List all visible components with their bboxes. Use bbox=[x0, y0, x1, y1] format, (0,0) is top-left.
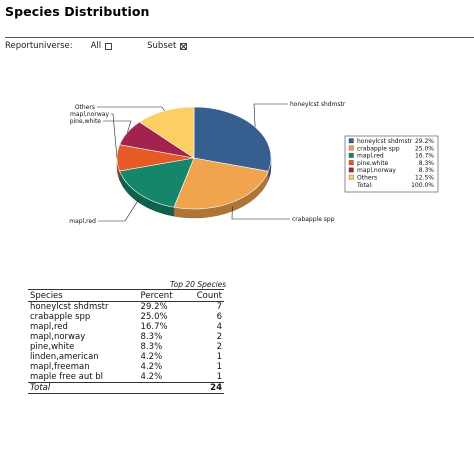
legend-value: 12.5% bbox=[415, 175, 434, 182]
table-row: crabapple spp 25.0% 6 bbox=[28, 312, 224, 322]
legend-value: 29.2% bbox=[415, 138, 434, 145]
legend-box bbox=[344, 135, 439, 193]
all-checkbox[interactable] bbox=[105, 42, 113, 50]
table-caption: Top 20 Species bbox=[170, 280, 227, 289]
all-label: All bbox=[90, 41, 102, 51]
slice-label: Others bbox=[75, 104, 95, 111]
species-cell: crabapple spp bbox=[30, 312, 91, 322]
percent-cell: 25.0% bbox=[140, 312, 168, 322]
pie-leader-lines bbox=[97, 103, 290, 222]
legend-swatch bbox=[348, 160, 354, 166]
legend-value: 16.7% bbox=[415, 153, 434, 160]
species-cell: pine,white bbox=[30, 342, 75, 352]
table-row: mapl,red 16.7% 4 bbox=[28, 322, 224, 332]
species-table: Species Percent Count honeylcst shdmstr 2… bbox=[28, 289, 224, 394]
percent-cell: 8.3% bbox=[140, 342, 163, 352]
subset-label: Subset bbox=[147, 41, 177, 51]
slice-label: pine,white bbox=[70, 118, 102, 125]
page-title: Species Distribution bbox=[5, 4, 150, 19]
legend-label: crabapple spp bbox=[357, 145, 400, 152]
legend-label: mapl,norway bbox=[357, 167, 396, 174]
species-cell: mapl,freeman bbox=[30, 362, 90, 372]
slice-label: honeylcst shdmstr bbox=[290, 101, 346, 108]
count-header: Count bbox=[186, 289, 224, 302]
total-count: 24 bbox=[186, 382, 224, 394]
total-spacer bbox=[134, 382, 187, 394]
pie-slice bbox=[173, 157, 269, 210]
pie-slice-labels: honeylcst shdmstr crabapple spp mapl,red ma… bbox=[69, 101, 346, 225]
subset-checkbox[interactable] bbox=[180, 42, 188, 50]
species-cell: linden,american bbox=[30, 352, 99, 362]
percent-header: Percent bbox=[134, 289, 187, 302]
legend-label: Others bbox=[357, 175, 377, 182]
table-row: mapl,norway 8.3% 2 bbox=[28, 332, 224, 342]
percent-cell: 4.2% bbox=[140, 352, 163, 362]
species-cell: mapl,red bbox=[30, 322, 68, 332]
table-row: mapl,freeman 4.2% 1 bbox=[28, 362, 224, 372]
species-cell: mapl,norway bbox=[30, 332, 86, 342]
slice-label: mapl,red bbox=[69, 218, 96, 225]
pie-top-group bbox=[116, 106, 272, 210]
pie-slice bbox=[139, 106, 195, 159]
count-cell: 2 bbox=[216, 332, 222, 342]
pie-slice bbox=[119, 157, 195, 208]
title-divider bbox=[5, 37, 474, 38]
legend-value: 8.3% bbox=[419, 160, 435, 167]
count-cell: 7 bbox=[216, 302, 222, 312]
species-cell: honeylcst shdmstr bbox=[30, 302, 109, 312]
table-row: linden,american 4.2% 1 bbox=[28, 352, 224, 362]
legend-swatch bbox=[348, 167, 354, 173]
species-cell: maple free aut bl bbox=[30, 372, 104, 382]
report-universe-row: Reportuniverse: All Subset bbox=[5, 41, 188, 51]
table-row: maple free aut bl 4.2% 1 bbox=[28, 372, 224, 383]
slice-label: mapl,norway bbox=[70, 111, 109, 118]
leader-line bbox=[231, 206, 290, 220]
species-table-body: honeylcst shdmstr 29.2% 7 crabapple spp 25.0… bbox=[28, 302, 224, 394]
leader-line bbox=[111, 113, 118, 158]
slice-label: crabapple spp bbox=[292, 216, 335, 223]
legend-total-value: 100.0% bbox=[411, 182, 434, 189]
table-row: pine,white 8.3% 2 bbox=[28, 342, 224, 352]
legend-value: 8.3% bbox=[419, 167, 435, 174]
total-label: Total bbox=[28, 382, 135, 394]
legend-swatch bbox=[348, 138, 354, 144]
count-cell: 4 bbox=[216, 322, 222, 332]
percent-cell: 29.2% bbox=[140, 302, 168, 312]
legend-swatch bbox=[348, 145, 354, 151]
leader-line bbox=[97, 106, 165, 112]
chart-legend: honeylcst shdmstr 29.2% crabapple spp 25.0%… bbox=[344, 135, 439, 193]
percent-cell: 4.2% bbox=[140, 362, 163, 372]
leader-line bbox=[103, 120, 132, 133]
legend-swatch bbox=[348, 152, 354, 158]
pie-slice bbox=[193, 106, 272, 172]
table-total-row: Total 24 bbox=[28, 382, 224, 394]
count-cell: 2 bbox=[216, 342, 222, 352]
percent-cell: 4.2% bbox=[140, 372, 163, 382]
leader-line bbox=[253, 103, 288, 128]
legend-label: pine,white bbox=[357, 160, 389, 167]
legend-total-label: Total: bbox=[356, 182, 373, 189]
count-cell: 1 bbox=[216, 362, 222, 372]
legend-label: mapl,red bbox=[357, 153, 384, 160]
table-row: honeylcst shdmstr 29.2% 7 bbox=[28, 302, 224, 313]
legend-swatch bbox=[348, 174, 354, 180]
percent-cell: 16.7% bbox=[140, 322, 168, 332]
percent-cell: 8.3% bbox=[140, 332, 163, 342]
report-universe-label: Reportuniverse: bbox=[5, 41, 73, 51]
count-cell: 1 bbox=[216, 352, 222, 362]
legend-label: honeylcst shdmstr bbox=[357, 138, 413, 145]
legend-value: 25.0% bbox=[415, 145, 434, 152]
count-cell: 6 bbox=[216, 312, 222, 322]
count-cell: 1 bbox=[216, 372, 222, 382]
species-header: Species bbox=[28, 289, 135, 302]
leader-line bbox=[98, 198, 140, 222]
